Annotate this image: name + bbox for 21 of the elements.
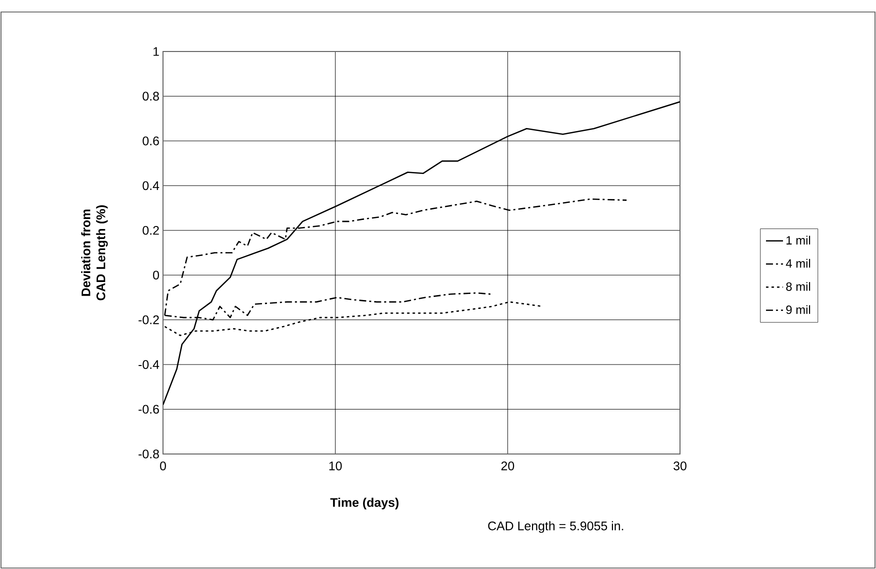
y-tick-label: 0.2 <box>142 226 159 235</box>
x-tick-label: 20 <box>501 462 514 470</box>
y-tick-label: -0.2 <box>138 315 159 324</box>
legend-label: 4 mil <box>786 258 810 268</box>
text: CAD Length = 5.9055 in. <box>488 521 624 533</box>
x-tick-label: 10 <box>329 462 342 470</box>
y-tick-label: 0.8 <box>142 92 159 101</box>
y-tick-label: 0 <box>153 270 159 280</box>
y-tick-label: 0.4 <box>142 181 160 190</box>
legend-label: 8 mil <box>786 282 810 291</box>
y-tick-label: -0.6 <box>138 404 159 414</box>
legend-label: 9 mil <box>786 305 810 314</box>
y-tick-label: -0.4 <box>138 360 160 369</box>
x-axis-title: Time (days) <box>330 498 398 510</box>
y-axis-title: Deviation from CAD Length (%) <box>81 205 108 300</box>
x-tick-label: 0 <box>160 462 166 470</box>
x-tick-label: 30 <box>674 462 686 470</box>
y-tick-label: 0.6 <box>142 136 159 146</box>
y-tick-label: -0.8 <box>138 450 159 458</box>
legend-label: 1 mil <box>786 236 810 244</box>
y-tick-label: 1 <box>154 47 159 56</box>
